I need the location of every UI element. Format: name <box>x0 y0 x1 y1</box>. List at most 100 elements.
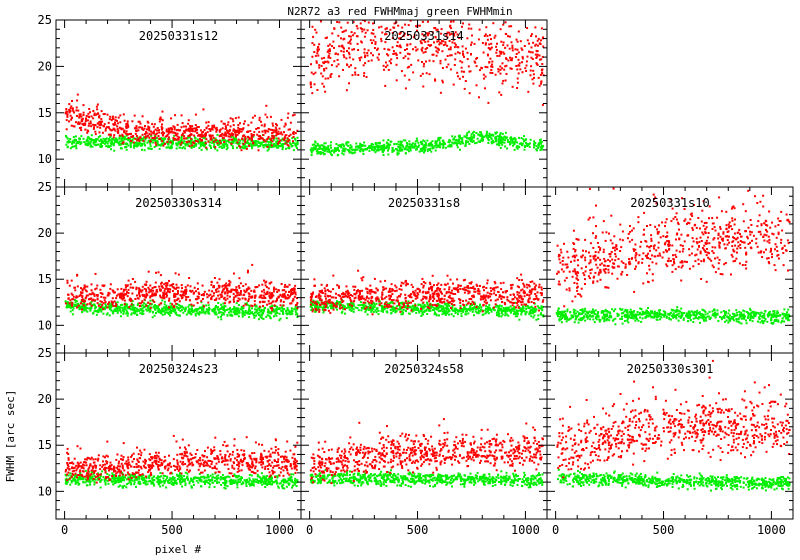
min-point <box>240 146 243 149</box>
maj-point <box>143 127 146 130</box>
min-point <box>155 306 158 309</box>
maj-point <box>109 128 112 131</box>
min-point <box>233 305 236 308</box>
min-point <box>214 313 217 316</box>
maj-point <box>408 65 411 68</box>
maj-point <box>482 73 485 76</box>
maj-point <box>143 298 146 301</box>
maj-point <box>354 67 357 70</box>
min-point <box>97 309 100 312</box>
min-point <box>78 306 81 309</box>
min-point <box>514 311 517 314</box>
min-point <box>74 301 77 304</box>
min-point <box>414 142 417 145</box>
min-point <box>498 138 500 140</box>
min-point <box>361 144 364 147</box>
min-point <box>174 312 177 315</box>
min-point <box>107 140 110 143</box>
maj-point <box>237 291 240 294</box>
maj-point <box>284 123 287 126</box>
maj-point <box>401 26 404 29</box>
min-point <box>85 304 88 306</box>
maj-point <box>215 290 218 293</box>
maj-point <box>266 292 269 295</box>
min-point <box>327 302 330 305</box>
min-point <box>409 306 412 309</box>
maj-point <box>317 54 320 57</box>
min-point <box>93 304 96 307</box>
min-point <box>247 310 250 313</box>
min-point <box>109 145 112 148</box>
min-point <box>136 136 139 139</box>
min-point <box>177 142 180 145</box>
min-point <box>312 149 315 152</box>
maj-point <box>70 118 73 121</box>
min-point <box>189 140 192 143</box>
maj-point <box>446 44 449 47</box>
maj-point <box>197 134 200 137</box>
maj-point <box>176 135 179 138</box>
min-point <box>327 146 330 149</box>
maj-point <box>242 285 245 287</box>
min-point <box>335 143 338 145</box>
maj-point <box>71 298 74 301</box>
maj-point <box>83 122 86 125</box>
min-point <box>139 312 142 315</box>
min-point <box>523 145 526 148</box>
min-point <box>144 144 146 147</box>
min-point <box>505 310 508 313</box>
maj-point <box>149 284 152 287</box>
maj-point <box>290 302 293 305</box>
min-point <box>159 312 162 315</box>
maj-point <box>250 136 253 139</box>
maj-point <box>255 128 258 130</box>
min-point <box>375 149 378 152</box>
min-point <box>437 304 440 307</box>
maj-point <box>86 294 89 297</box>
min-point <box>321 308 324 311</box>
maj-point <box>160 118 163 121</box>
maj-point <box>247 298 250 301</box>
maj-point <box>155 288 158 291</box>
min-point <box>141 310 144 313</box>
maj-point <box>113 134 116 137</box>
maj-point <box>449 48 452 51</box>
min-point <box>69 140 71 143</box>
min-point <box>379 146 382 149</box>
min-point <box>518 146 521 149</box>
maj-point <box>154 286 157 288</box>
maj-point <box>484 75 487 78</box>
maj-point <box>407 57 410 60</box>
maj-point <box>310 86 313 89</box>
min-point <box>502 137 505 139</box>
maj-point <box>232 298 235 301</box>
maj-point <box>189 133 192 136</box>
min-point <box>439 304 442 307</box>
maj-point <box>450 27 453 30</box>
maj-point <box>215 139 217 142</box>
min-point <box>120 147 123 150</box>
min-point <box>449 139 452 142</box>
maj-point <box>251 263 254 266</box>
min-point <box>110 304 113 307</box>
maj-point <box>290 290 293 293</box>
min-point <box>154 307 156 310</box>
maj-point <box>419 74 422 77</box>
maj-point <box>489 71 492 74</box>
maj-point <box>180 294 183 297</box>
maj-point <box>284 134 287 137</box>
min-point <box>254 305 257 308</box>
maj-point <box>90 283 93 286</box>
maj-point <box>327 49 330 52</box>
maj-point <box>135 288 138 291</box>
min-point <box>184 308 187 311</box>
maj-point <box>145 294 148 297</box>
maj-point <box>341 31 344 33</box>
min-point <box>147 307 150 310</box>
min-point <box>376 308 379 311</box>
maj-point <box>391 37 394 40</box>
maj-point <box>172 137 175 139</box>
maj-point <box>398 37 401 40</box>
maj-point <box>439 59 442 62</box>
min-point <box>467 308 470 310</box>
